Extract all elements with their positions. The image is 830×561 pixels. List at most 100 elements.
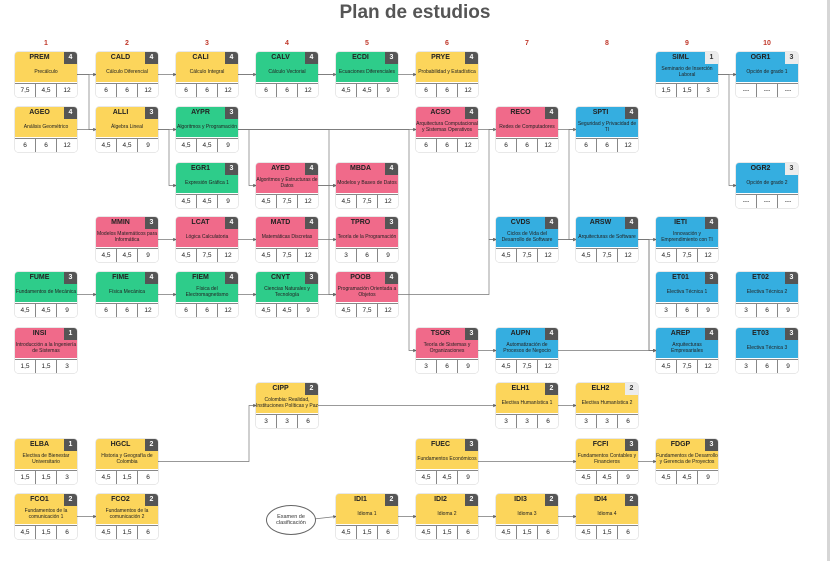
hours-cell: 1,5 <box>656 84 677 97</box>
hours-row: 6 6 12 <box>416 83 478 97</box>
hours-cell: 4,5 <box>336 84 357 97</box>
hours-row: --- --- --- <box>736 83 798 97</box>
course-code: FUEC <box>416 439 465 451</box>
course-card-ieti: IETI 4 Innovación y Emprendimiento con TI 4… <box>656 217 718 262</box>
hours-cell: 7,5 <box>517 249 538 262</box>
hours-row: --- --- --- <box>736 194 798 208</box>
hours-cell: 4,5 <box>416 526 437 539</box>
credits-badge: 4 <box>625 217 638 229</box>
hours-cell: 4,5 <box>336 526 357 539</box>
course-code: FUME <box>15 272 64 284</box>
hours-cell: 9 <box>386 252 390 259</box>
credits-badge: 2 <box>385 494 398 506</box>
hours-row: 4,5 7,5 12 <box>496 248 558 262</box>
course-name: Electiva Técnica 3 <box>736 340 798 358</box>
hours-cell: 4,5 <box>176 195 197 208</box>
course-code: ET01 <box>656 272 705 284</box>
hours-cell: 6 <box>576 139 597 152</box>
hours-row: 6 6 12 <box>176 83 238 97</box>
hours-cell: 6 <box>197 84 218 97</box>
hours-cell: 3 <box>496 415 517 428</box>
semester-number-5: 5 <box>365 40 369 47</box>
course-card-fume: FUME 3 Fundamentos de Mecánica 4,5 4,5 9 <box>15 272 77 317</box>
course-name: Opción de grado 1 <box>736 64 798 82</box>
hours-row: 4,5 1,5 6 <box>96 525 158 539</box>
hours-cell: 6 <box>546 529 550 536</box>
course-card-spti: SPTI 4 Seguridad y Privacidad de TI 6 6 12 <box>576 107 638 152</box>
credits-badge: 4 <box>545 328 558 340</box>
course-card-ogr2: OGR2 3 Opción de grado 2 --- --- --- <box>736 163 798 208</box>
hours-cell: 6 <box>256 84 277 97</box>
course-card-tsor: TSOR 3 Teoría de Sistemas y Organizaciones… <box>416 328 478 373</box>
course-name: Modelos y Bases de Datos <box>336 175 398 193</box>
hours-row: 4,5 1,5 6 <box>416 525 478 539</box>
hours-cell: 12 <box>63 142 71 149</box>
hours-row: 4,5 4,5 9 <box>656 470 718 484</box>
hours-cell: 4,5 <box>416 471 437 484</box>
hours-row: 4,5 7,5 12 <box>496 359 558 373</box>
hours-cell: --- <box>757 195 778 208</box>
course-name: Precálculo <box>15 64 77 82</box>
hours-cell: 3 <box>656 304 677 317</box>
course-name: Redes de Computadores <box>496 119 558 137</box>
hours-cell: 4,5 <box>256 304 277 317</box>
course-code: ELH1 <box>496 383 545 395</box>
course-name: Fundamentos de Mecánica <box>15 284 77 302</box>
credits-badge: 3 <box>705 272 718 284</box>
course-code: TPRO <box>336 217 385 229</box>
hours-cell: 1,5 <box>437 526 458 539</box>
course-name: Arquitecturas Empresariales <box>656 340 718 358</box>
credits-badge: 3 <box>145 107 158 119</box>
course-code: RECO <box>496 107 545 119</box>
hours-cell: 12 <box>624 252 632 259</box>
hours-cell: 9 <box>466 474 470 481</box>
course-card-aupn: AUPN 4 Automatización de Procesos de Negoc… <box>496 328 558 373</box>
course-code: ELBA <box>15 439 64 451</box>
course-code: FCO1 <box>15 494 64 506</box>
hours-cell: 6 <box>546 418 550 425</box>
prerequisite-arrow <box>313 515 337 520</box>
hours-cell: 4,5 <box>656 249 677 262</box>
credits-badge: 4 <box>64 107 77 119</box>
credits-badge: 2 <box>625 494 638 506</box>
course-code: AYPR <box>176 107 225 119</box>
hours-cell: 6 <box>437 84 458 97</box>
course-card-lcat: LCAT 4 Lógica Calculatoria 4,5 7,5 12 <box>176 217 238 262</box>
hours-cell: 4,5 <box>656 471 677 484</box>
credits-badge: 3 <box>385 217 398 229</box>
course-card-reco: RECO 4 Redes de Computadores 6 6 12 <box>496 107 558 152</box>
course-code: AUPN <box>496 328 545 340</box>
course-name: Ciencias Naturales y Tecnología <box>256 284 318 302</box>
credits-badge: 1 <box>64 328 77 340</box>
course-card-mmin: MMIN 3 Modelos Matemáticos para Informátic… <box>96 217 158 262</box>
course-code: IDI4 <box>576 494 625 506</box>
course-code: CALV <box>256 52 305 64</box>
hours-cell: 6 <box>677 304 698 317</box>
credits-badge: 4 <box>625 107 638 119</box>
course-code: ET02 <box>736 272 785 284</box>
credits-badge: 1 <box>64 439 77 451</box>
course-name: Electiva Técnica 1 <box>656 284 718 302</box>
course-name: Electiva de Bienestar Universitario <box>15 451 77 469</box>
course-card-poob: POOB 4 Programación Orientada a Objetos 4,5… <box>336 272 398 317</box>
hours-cell: 4,5 <box>256 249 277 262</box>
credits-badge: 4 <box>145 272 158 284</box>
prerequisite-arrow <box>398 237 497 295</box>
course-code: CVDS <box>496 217 545 229</box>
hours-cell: 1,5 <box>15 360 36 373</box>
hours-cell: 3 <box>416 360 437 373</box>
hours-cell: 12 <box>384 307 392 314</box>
hours-cell: 4,5 <box>15 526 36 539</box>
course-code: FIME <box>96 272 145 284</box>
course-code: IDI1 <box>336 494 385 506</box>
hours-cell: 6 <box>386 529 390 536</box>
course-code: IDI3 <box>496 494 545 506</box>
hours-row: 4,5 4,5 9 <box>336 83 398 97</box>
course-name: Algoritmos y Programación <box>176 119 238 137</box>
hours-row: 6 6 12 <box>256 83 318 97</box>
hours-cell: 4,5 <box>576 249 597 262</box>
hours-row: 4,5 1,5 6 <box>96 470 158 484</box>
course-name: Álgebra Lineal <box>96 119 158 137</box>
